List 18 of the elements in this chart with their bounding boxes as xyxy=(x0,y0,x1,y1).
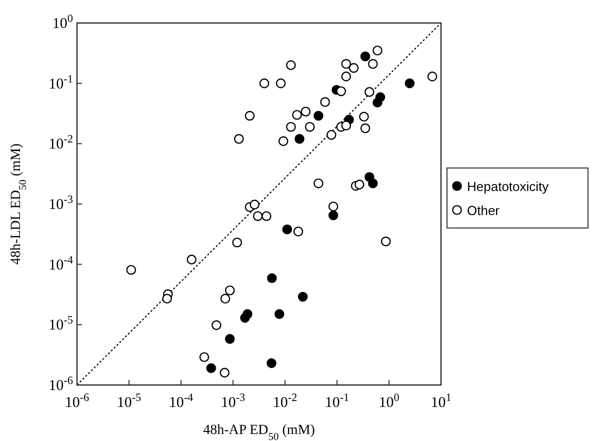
x-tick-label: 10$^{-6}$ xyxy=(64,392,90,411)
y-tick-label: 10$^{-5}$ xyxy=(48,314,74,334)
y-tick-label: 10$^{-1}$ xyxy=(48,73,73,92)
legend-label: Hepatotoxicity xyxy=(467,179,550,194)
x-tick-label: 10$^{1}$ xyxy=(430,392,452,411)
y-tick-label: 10$^{-3}$ xyxy=(48,194,74,213)
x-axis-title: 48h-AP ED$_{50}$ (mM) xyxy=(203,423,316,441)
legend-label: Other xyxy=(467,203,500,218)
x-tick-label: 10$^{0}$ xyxy=(378,392,400,411)
x-tick-label: 10$^{-2}$ xyxy=(272,392,298,411)
x-tick-label: 10$^{-4}$ xyxy=(168,392,194,411)
y-tick-label: 10$^{-2}$ xyxy=(48,134,73,153)
x-tick-label: 10$^{-3}$ xyxy=(220,392,246,411)
x-tick-label: 10$^{-5}$ xyxy=(116,392,142,411)
y-tick-label: 10$^{-6}$ xyxy=(48,375,74,394)
x-tick-label: 10$^{-1}$ xyxy=(324,392,350,411)
y-tick-label: 10$^{-4}$ xyxy=(48,254,74,274)
y-tick-label: 10$^{0}$ xyxy=(52,13,74,32)
